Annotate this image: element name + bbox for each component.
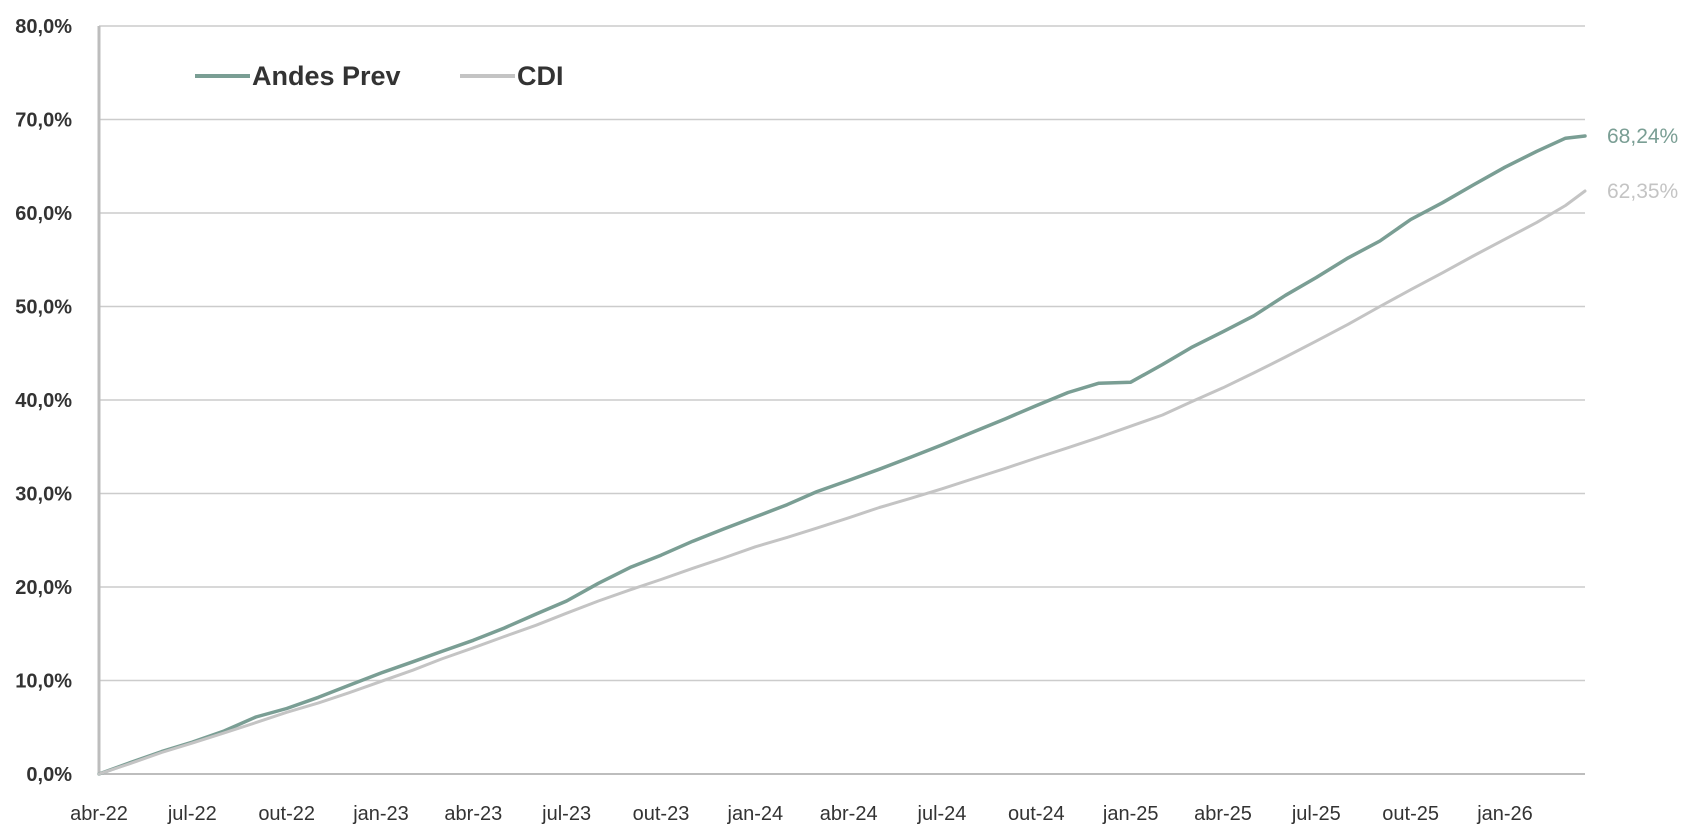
end-labels: 68,24% 62,35%	[1607, 125, 1678, 203]
y-tick-label: 30,0%	[15, 484, 72, 506]
x-tick-label: abr-25	[1194, 803, 1252, 825]
x-tick-label: jul-24	[917, 803, 967, 825]
y-tick-label: 10,0%	[15, 671, 72, 693]
y-tick-label: 50,0%	[15, 297, 72, 319]
x-tick-labels: abr-22 jul-22 out-22 jan-23 abr-23 jul-23 out-…	[70, 803, 1533, 825]
y-tick-label: 80,0%	[15, 16, 72, 38]
x-tick-label: abr-22	[70, 803, 128, 825]
end-label-andes-prev: 68,24%	[1607, 125, 1678, 148]
x-tick-label: out-23	[633, 803, 690, 825]
x-tick-label: out-25	[1382, 803, 1439, 825]
x-tick-label: out-22	[258, 803, 315, 825]
axes	[97, 26, 1585, 775]
x-tick-label: jan-23	[352, 803, 409, 825]
x-tick-label: jan-26	[1476, 803, 1533, 825]
x-tick-label: jul-22	[167, 803, 217, 825]
x-tick-label: jan-24	[727, 803, 784, 825]
x-tick-label: abr-24	[820, 803, 878, 825]
legend-label-andes-prev: Andes Prev	[252, 61, 401, 91]
y-tick-labels: 0,0% 10,0% 20,0% 30,0% 40,0% 50,0% 60,0% 70,0% 8…	[15, 16, 72, 786]
gridlines	[99, 25, 1585, 682]
x-tick-label: jul-23	[541, 803, 591, 825]
legend: Andes Prev CDI	[195, 61, 564, 91]
x-tick-label: jan-25	[1102, 803, 1159, 825]
x-tick-label: out-24	[1008, 803, 1065, 825]
x-tick-label: abr-23	[444, 803, 502, 825]
series-line-andes-prev	[97, 134, 1587, 776]
series-lines	[97, 134, 1587, 776]
y-tick-label: 20,0%	[15, 577, 72, 599]
y-tick-label: 70,0%	[15, 110, 72, 132]
legend-label-cdi: CDI	[517, 61, 564, 91]
y-tick-label: 40,0%	[15, 390, 72, 412]
y-tick-label: 0,0%	[26, 764, 72, 786]
end-label-cdi: 62,35%	[1607, 180, 1678, 203]
series-line-cdi	[97, 189, 1587, 776]
y-tick-label: 60,0%	[15, 203, 72, 225]
x-tick-label: jul-25	[1291, 803, 1341, 825]
